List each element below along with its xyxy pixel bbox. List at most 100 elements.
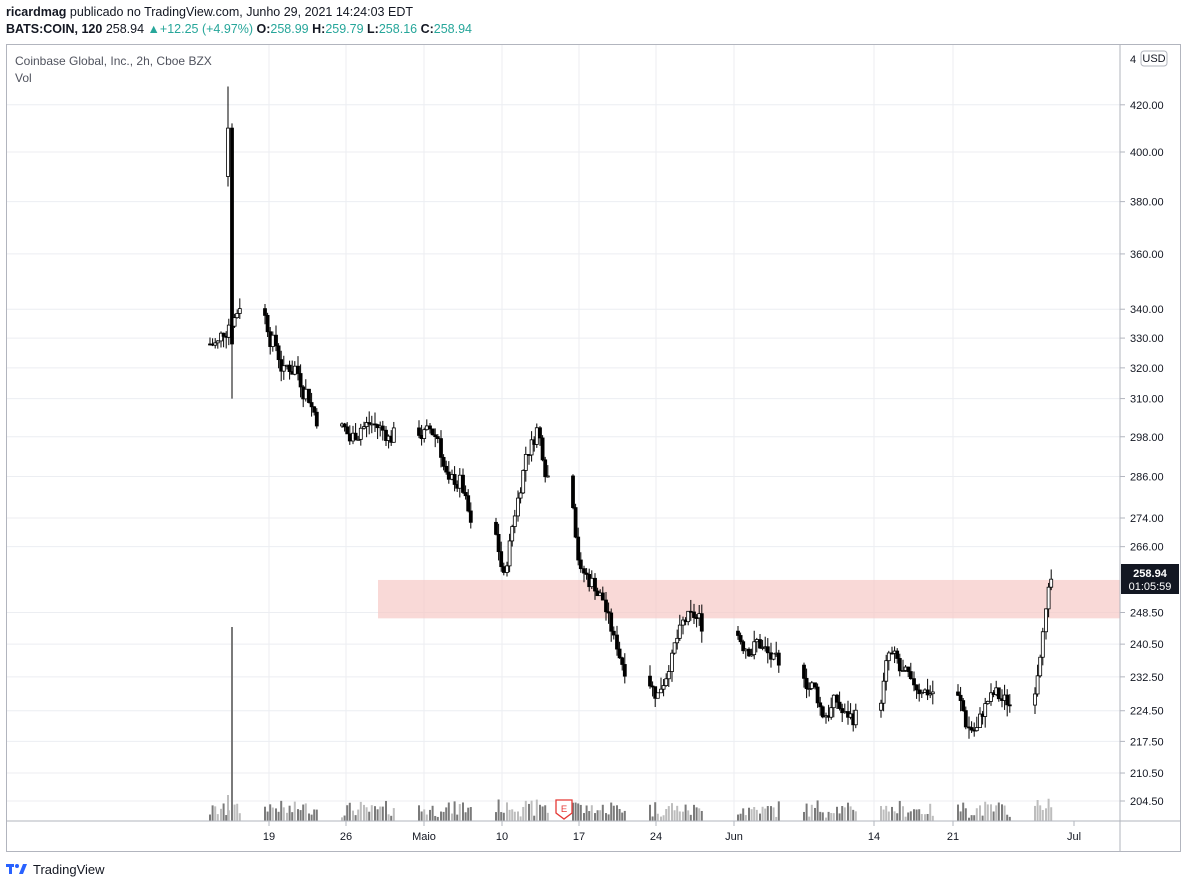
candle-body [776, 652, 781, 666]
volume-bar [583, 813, 585, 821]
volume-bar [467, 807, 470, 821]
volume-bar [469, 807, 472, 821]
candle-body [309, 402, 314, 408]
volume-bar [420, 811, 423, 821]
candle-body [895, 650, 900, 659]
volume-bar [695, 807, 698, 821]
price-tick-label: 232.50 [1130, 672, 1164, 684]
volume-bar [838, 813, 841, 821]
candle-body [345, 426, 350, 435]
volume-bar [770, 806, 772, 821]
volume-bar [775, 816, 778, 821]
volume-bar [992, 811, 995, 821]
candle-body [265, 314, 270, 333]
time-tick-label: 24 [650, 831, 662, 843]
volume-bar [766, 806, 769, 821]
currency-badge[interactable]: USD [1140, 50, 1168, 67]
volume-bar [381, 806, 384, 821]
candle-body [928, 693, 933, 696]
candle-body [237, 308, 242, 314]
volume-bar [821, 812, 824, 821]
candle-body [576, 536, 581, 561]
candle-body [974, 727, 979, 732]
volume-bar [926, 813, 929, 821]
volume-bar [511, 809, 514, 821]
candle-body [758, 639, 762, 649]
candle-body [507, 540, 512, 567]
volume-bar [458, 804, 461, 821]
candle-body [496, 533, 501, 553]
volume-bar [671, 803, 673, 821]
candle-body [820, 706, 825, 718]
volume-bar [544, 805, 547, 821]
volume-bar [519, 816, 522, 821]
volume-bar [231, 814, 233, 821]
candle-body [609, 612, 614, 632]
candle-body [417, 427, 421, 436]
volume-bar [649, 804, 651, 821]
volume-bar [898, 800, 901, 821]
candle-body [659, 688, 663, 694]
volume-bar [777, 801, 780, 821]
volume-bar [924, 814, 926, 821]
author-name[interactable]: ricardmag [6, 5, 67, 19]
volume-bar [964, 808, 967, 821]
volume-bar [915, 809, 918, 821]
candle-body [573, 507, 578, 538]
symbol-label: BATS:COIN, 120 [6, 22, 103, 36]
close-label: C: [420, 22, 434, 36]
volume-bar [854, 811, 857, 821]
candle-body [664, 678, 669, 686]
volume-bar [616, 805, 618, 821]
candle-body [985, 700, 990, 705]
volume-bar [352, 810, 354, 821]
candle-body [1007, 704, 1012, 707]
volume-bar [348, 802, 351, 821]
volume-bar [896, 813, 899, 821]
close-value: 258.94 [433, 22, 473, 36]
volume-bar [541, 806, 544, 821]
volume-bar [682, 811, 684, 821]
footer: TradingView [6, 859, 105, 879]
up-arrow-icon: ▲ [147, 22, 160, 36]
candle-body [457, 474, 462, 489]
price-change: +12.25 (+4.97%) [159, 22, 254, 36]
candle-body [743, 648, 748, 652]
volume-bar [764, 808, 767, 821]
earnings-marker[interactable]: E [555, 799, 573, 820]
volume-bar [957, 804, 959, 821]
candle-body [622, 664, 627, 677]
candle-body [424, 425, 429, 431]
volume-bar [535, 799, 538, 821]
brand-name[interactable]: TradingView [33, 861, 105, 877]
volume-bar [1050, 807, 1053, 821]
candle-body [499, 551, 504, 568]
volume-bar [385, 800, 387, 821]
volume-bar [231, 627, 233, 821]
volume-bar [601, 804, 604, 821]
time-tick-label: 21 [947, 831, 959, 843]
price-tick-partial: 4 [1130, 54, 1136, 66]
volume-bar [819, 811, 822, 821]
volume-bar [1047, 798, 1050, 821]
candle-body [439, 438, 443, 458]
high-value: 259.79 [325, 22, 364, 36]
candle-body [521, 470, 526, 494]
candle-body [538, 427, 542, 439]
chart-header: ricardmag publicado no TradingView.com, … [6, 4, 1106, 38]
volume-bar [689, 814, 692, 821]
volume-bar [365, 807, 368, 821]
time-tick-label: Maio [412, 831, 436, 843]
candle-body [367, 422, 372, 425]
publish-line: ricardmag publicado no TradingView.com, … [6, 4, 1106, 21]
candle-body [543, 459, 548, 478]
candle-body [752, 641, 757, 656]
tradingview-logo-icon[interactable] [6, 862, 28, 876]
candle-body [512, 515, 517, 527]
candle-body [516, 497, 520, 517]
volume-bar [225, 815, 228, 821]
volume-bar [959, 811, 962, 821]
candle-body [666, 671, 671, 680]
volume-bar [700, 810, 703, 821]
